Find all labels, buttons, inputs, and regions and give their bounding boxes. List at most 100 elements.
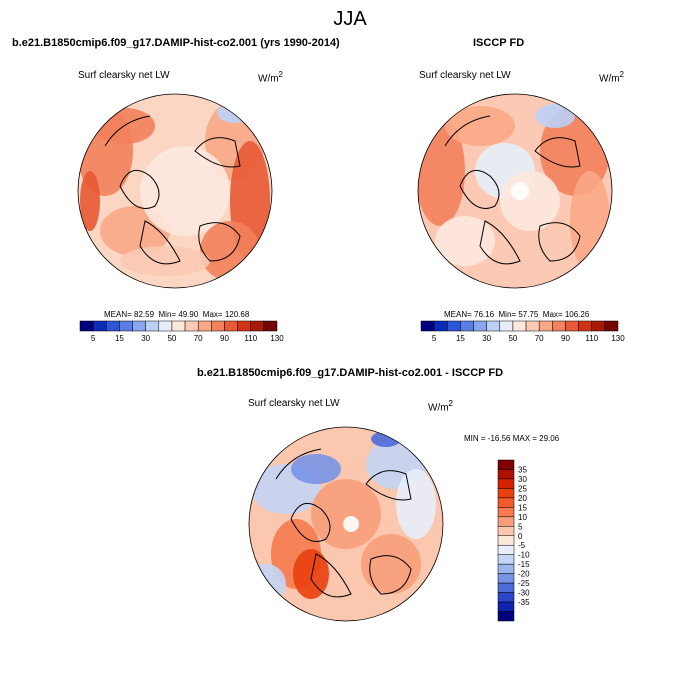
colorbar-tick-label: 15 bbox=[456, 334, 465, 343]
colorbar-tick-label: -10 bbox=[518, 551, 530, 560]
colorbar-swatch bbox=[263, 320, 278, 332]
coastline bbox=[444, 115, 491, 147]
coastline bbox=[194, 137, 241, 168]
colorbar-swatch bbox=[497, 526, 515, 537]
map-contour-region bbox=[396, 469, 436, 539]
figure-title: JJA bbox=[333, 8, 367, 30]
panel-model-title: b.e21.B1850cmip6.f09_g17.DAMIP-hist-co2.… bbox=[12, 37, 340, 49]
panel-model-colorbar: 5 15 30 50 70 90 110 130 bbox=[79, 320, 284, 343]
colorbar-swatch bbox=[497, 507, 515, 518]
colorbar-swatch bbox=[486, 320, 501, 332]
colorbar-swatch bbox=[604, 320, 619, 332]
colorbar-swatch bbox=[433, 320, 448, 332]
colorbar-tick-label: 15 bbox=[518, 503, 527, 512]
coastline bbox=[534, 137, 581, 168]
colorbar-swatch bbox=[237, 320, 251, 332]
colorbar-swatch bbox=[497, 469, 515, 480]
map-contour-region bbox=[291, 454, 341, 484]
map-contour-region bbox=[343, 516, 359, 532]
map-contour-region bbox=[445, 106, 515, 146]
colorbar-swatch bbox=[497, 554, 515, 565]
colorbar-swatch bbox=[497, 611, 515, 622]
colorbar-swatch bbox=[552, 320, 566, 332]
colorbar-swatch bbox=[497, 488, 515, 499]
map-contour-region bbox=[140, 146, 230, 236]
colorbar-swatch bbox=[92, 320, 107, 332]
map-field bbox=[78, 94, 272, 288]
colorbar-tick-label: -25 bbox=[518, 579, 530, 588]
colorbar-swatch bbox=[497, 563, 515, 574]
coastline bbox=[275, 448, 322, 480]
colorbar-swatch bbox=[525, 320, 540, 332]
panel-diff-title: b.e21.B1850cmip6.f09_g17.DAMIP-hist-co2.… bbox=[196, 367, 504, 379]
colorbar-tick-label: 50 bbox=[167, 334, 176, 343]
colorbar-swatch bbox=[460, 320, 474, 332]
map-contour-region bbox=[371, 431, 401, 447]
panel-diff-variable: Surf clearsky net LW bbox=[248, 398, 340, 409]
colorbar-tick-label: 70 bbox=[535, 334, 544, 343]
colorbar-tick-label: 15 bbox=[115, 334, 124, 343]
map-contour-region bbox=[80, 171, 100, 231]
colorbar-swatch bbox=[106, 320, 120, 332]
colorbar-swatch bbox=[119, 320, 133, 332]
map-contour-region bbox=[511, 182, 529, 200]
colorbar-tick-label: 30 bbox=[482, 334, 491, 343]
map-field bbox=[418, 94, 612, 288]
colorbar-swatch bbox=[497, 535, 515, 546]
colorbar-swatch bbox=[538, 320, 553, 332]
colorbar-tick-label: 5 bbox=[91, 334, 96, 343]
colorbar-tick-label: 130 bbox=[270, 334, 284, 343]
colorbar-tick-label: 90 bbox=[561, 334, 570, 343]
colorbar-swatch bbox=[591, 320, 606, 332]
colorbar-swatch bbox=[497, 497, 515, 508]
colorbar-swatch bbox=[145, 320, 160, 332]
colorbar-swatch bbox=[497, 582, 515, 593]
colorbar-swatch bbox=[224, 320, 238, 332]
colorbar-swatch bbox=[184, 320, 199, 332]
colorbar-tick-label: 110 bbox=[585, 334, 598, 343]
colorbar-tick-label: 30 bbox=[518, 475, 527, 484]
colorbar-swatch bbox=[447, 320, 461, 332]
colorbar-swatch bbox=[497, 459, 515, 470]
colorbar-swatch bbox=[578, 320, 592, 332]
map-contour-region bbox=[435, 216, 495, 266]
coastline bbox=[119, 169, 160, 209]
colorbar-swatch bbox=[250, 320, 265, 332]
map-border bbox=[248, 426, 444, 622]
colorbar-swatch bbox=[473, 320, 487, 332]
colorbar-swatch bbox=[211, 320, 225, 332]
colorbar-swatch bbox=[497, 516, 515, 527]
panel-obs-title: ISCCP FD bbox=[473, 37, 525, 49]
colorbar-swatch bbox=[497, 478, 515, 489]
coastline bbox=[538, 222, 581, 262]
colorbar-tick-label: -15 bbox=[518, 560, 530, 569]
map-contour-region bbox=[500, 171, 560, 231]
colorbar-swatch bbox=[132, 320, 146, 332]
colorbar-swatch bbox=[171, 320, 186, 332]
colorbar-tick-label: 30 bbox=[141, 334, 150, 343]
coastline bbox=[198, 222, 241, 262]
colorbar-swatch bbox=[158, 320, 173, 332]
panel-obs-stats: MEAN= 76.16 Min= 57.75 Max= 106.26 bbox=[444, 310, 590, 319]
colorbar-swatch bbox=[497, 573, 515, 584]
map-contour-region bbox=[95, 108, 155, 144]
map-contour-region bbox=[570, 171, 610, 271]
colorbar-swatch bbox=[79, 320, 94, 332]
colorbar-tick-label: 70 bbox=[194, 334, 203, 343]
colorbar-swatch bbox=[497, 592, 515, 603]
coastline bbox=[290, 502, 331, 542]
colorbar-tick-label: -35 bbox=[518, 598, 530, 607]
coastline bbox=[310, 553, 352, 598]
coastline bbox=[459, 169, 500, 209]
colorbar-swatch bbox=[512, 320, 527, 332]
colorbar-tick-label: 20 bbox=[518, 494, 527, 503]
panel-diff-map bbox=[248, 426, 444, 622]
coastline bbox=[139, 220, 181, 265]
map-contour-region bbox=[535, 104, 575, 128]
colorbar-tick-label: 35 bbox=[518, 465, 527, 474]
map-contour-region bbox=[249, 564, 286, 604]
map-contour-region bbox=[311, 479, 381, 549]
panel-model-units: W/m2 bbox=[258, 70, 283, 85]
colorbar-tick-label: 5 bbox=[432, 334, 437, 343]
